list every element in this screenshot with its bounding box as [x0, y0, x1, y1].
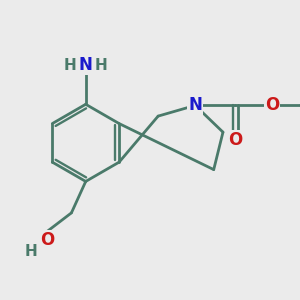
Text: N: N	[79, 56, 93, 74]
Text: H: H	[25, 244, 38, 260]
Text: O: O	[265, 96, 280, 114]
Text: N: N	[188, 96, 202, 114]
Text: H: H	[95, 58, 108, 73]
Text: O: O	[40, 231, 54, 249]
Text: O: O	[228, 131, 242, 149]
Text: H: H	[64, 58, 76, 73]
